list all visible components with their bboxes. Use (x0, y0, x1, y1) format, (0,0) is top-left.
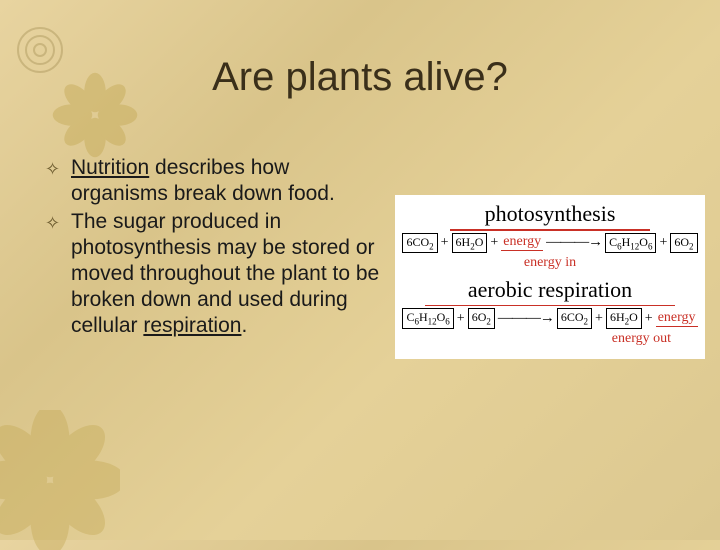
slide-title: Are plants alive? (0, 55, 720, 100)
energy-out-note: energy out (399, 331, 701, 347)
equations-diagram: photosynthesis 6CO2 + 6H2O + energy ———→… (395, 195, 705, 359)
bullet-item: ✧ The sugar produced in photosynthesis m… (45, 209, 380, 339)
bullet-text: Nutrition describes how organisms break … (71, 155, 380, 207)
flower-decoration-bottom-icon (0, 410, 120, 550)
bullet-icon: ✧ (45, 209, 71, 339)
respiration-equation: C6H12O6 + 6O2 ———→ 6CO2 + 6H2O + energy (399, 308, 701, 328)
bullet-text: The sugar produced in photosynthesis may… (71, 209, 380, 339)
energy-in-note: energy in (399, 255, 701, 271)
bullet-item: ✧ Nutrition describes how organisms brea… (45, 155, 380, 207)
photosynthesis-title: photosynthesis (399, 201, 701, 227)
bullet-list: ✧ Nutrition describes how organisms brea… (45, 155, 380, 341)
respiration-title: aerobic respiration (399, 277, 701, 303)
bullet-icon: ✧ (45, 155, 71, 207)
photosynthesis-equation: 6CO2 + 6H2O + energy ———→ C6H12O6 + 6O2 (399, 233, 701, 253)
